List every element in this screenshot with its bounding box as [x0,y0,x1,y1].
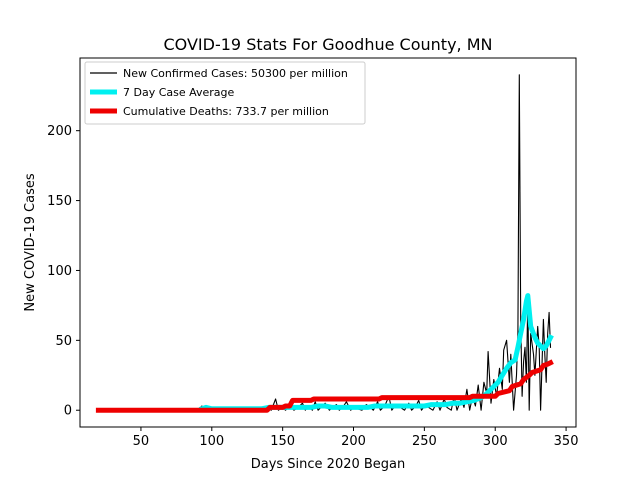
series-line-2 [95,359,554,413]
chart-title: COVID-19 Stats For Goodhue County, MN [164,35,493,54]
y-axis-title: New COVID-19 Cases [23,173,38,311]
x-tick-label: 100 [199,434,224,449]
y-tick-label: 50 [55,334,72,349]
y-tick-label: 100 [47,264,72,279]
x-tick-label: 200 [341,434,366,449]
y-tick-label: 0 [64,404,72,419]
legend-label-new-cases: New Confirmed Cases: 50300 per million [123,67,348,80]
legend-box [84,61,366,125]
plot-area [79,57,577,428]
y-tick-label: 200 [47,124,72,139]
series-line-0 [97,74,552,411]
legend: New Confirmed Cases: 50300 per million 7… [84,61,366,125]
legend-label-7day-average: 7 Day Case Average [123,86,235,99]
legend-label-cumulative-deaths: Cumulative Deaths: 733.7 per million [123,105,329,118]
x-tick-label: 50 [133,434,150,449]
x-tick-label: 300 [483,434,508,449]
x-axis-title: Days Since 2020 Began [251,457,406,472]
x-tick-label: 250 [412,434,437,449]
x-tick-label: 150 [270,434,295,449]
x-tick-label: 350 [554,434,579,449]
y-tick-label: 150 [47,194,72,209]
